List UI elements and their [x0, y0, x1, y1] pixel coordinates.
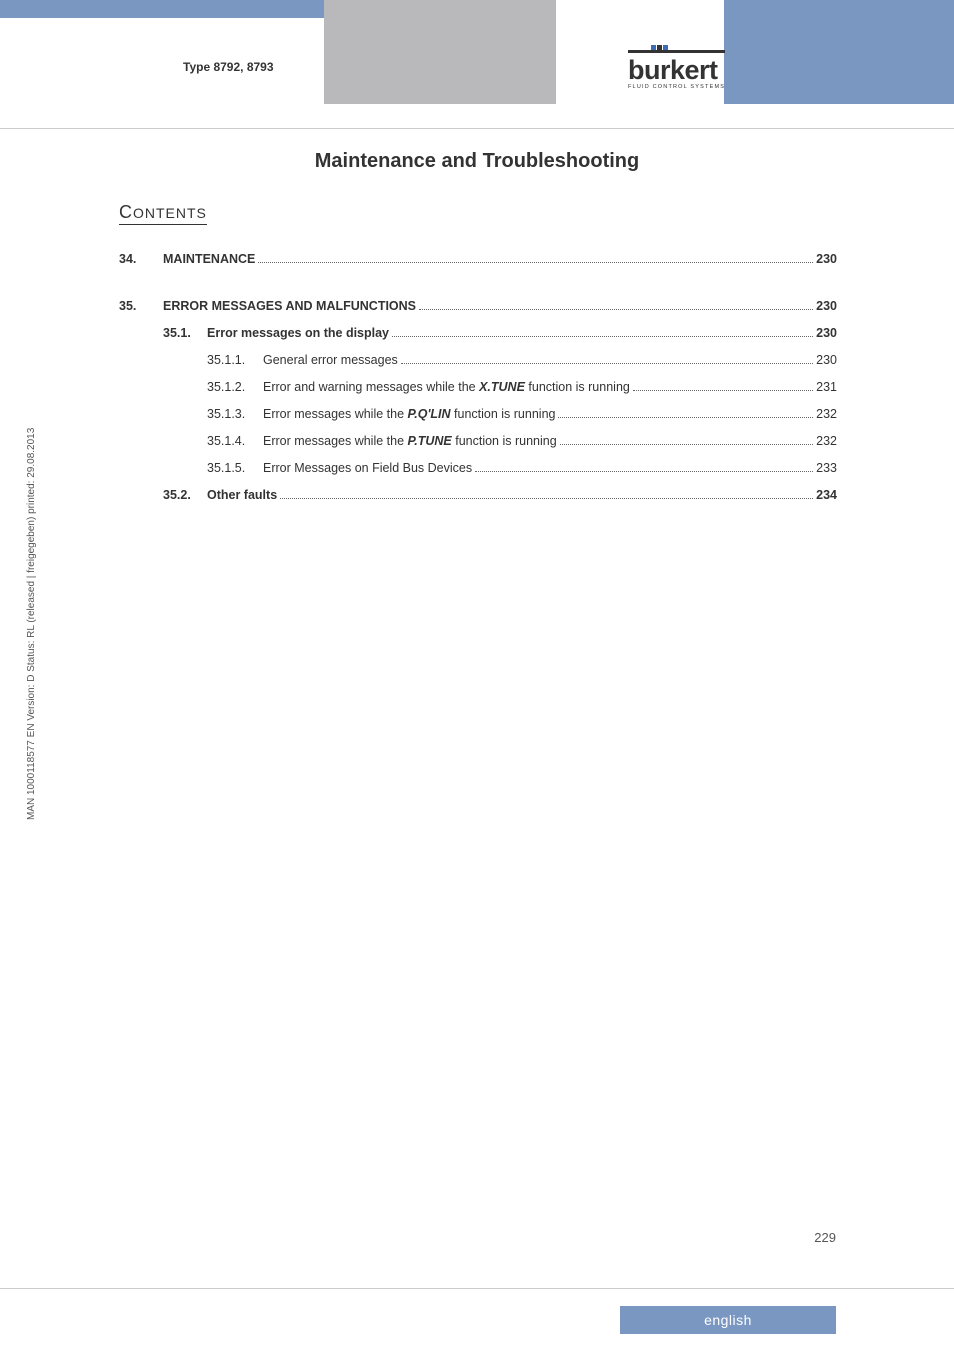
toc-dots — [280, 498, 813, 499]
toc-page: 232 — [816, 407, 837, 421]
contents-rest: ONTENTS — [133, 205, 207, 221]
toc-dots — [633, 390, 813, 391]
toc-number: 34. — [119, 252, 163, 266]
language-box: english — [620, 1306, 836, 1334]
toc-dots — [401, 363, 813, 364]
header-gray-block — [324, 0, 556, 104]
page-number: 229 — [814, 1230, 836, 1245]
toc-row[interactable]: 35.2.Other faults 234 — [119, 488, 837, 502]
side-metadata-text: MAN 1000118577 EN Version: D Status: RL … — [26, 428, 37, 820]
logo-squares-icon — [651, 45, 668, 50]
toc-row[interactable]: 35.1.3.Error messages while the P.Q'LIN … — [119, 407, 837, 421]
toc-func-name: X.TUNE — [479, 380, 525, 394]
header-blue-block — [724, 0, 954, 104]
toc-label: General error messages — [263, 353, 398, 367]
toc-func-name: P.Q'LIN — [408, 407, 451, 421]
toc-row[interactable]: 34.MAINTENANCE 230 — [119, 252, 837, 266]
logo-word: burkert — [628, 55, 718, 85]
divider-top — [0, 128, 954, 129]
contents-heading: CONTENTS — [119, 202, 207, 225]
toc-dots — [419, 309, 813, 310]
toc-row[interactable]: 35.ERROR MESSAGES AND MALFUNCTIONS 230 — [119, 299, 837, 313]
toc-row[interactable]: 35.1.2.Error and warning messages while … — [119, 380, 837, 394]
toc-number: 35.1.5. — [207, 461, 263, 475]
toc-number: 35.2. — [163, 488, 207, 502]
toc-row[interactable]: 35.1.5.Error Messages on Field Bus Devic… — [119, 461, 837, 475]
toc-page: 232 — [816, 434, 837, 448]
toc-label: Error messages while the P.Q'LIN functio… — [263, 407, 555, 421]
logo-text: burkert — [628, 55, 725, 86]
toc-page: 231 — [816, 380, 837, 394]
toc-label: MAINTENANCE — [163, 252, 255, 266]
toc-label: ERROR MESSAGES AND MALFUNCTIONS — [163, 299, 416, 313]
toc-page: 230 — [816, 326, 837, 340]
toc-number: 35.1.4. — [207, 434, 263, 448]
toc-dots — [258, 262, 813, 263]
toc-label: Other faults — [207, 488, 277, 502]
toc-dots — [560, 444, 813, 445]
language-text: english — [704, 1312, 752, 1328]
toc-label: Error and warning messages while the X.T… — [263, 380, 630, 394]
toc-row[interactable]: 35.1.1.General error messages 230 — [119, 353, 837, 367]
toc-number: 35.1.3. — [207, 407, 263, 421]
toc-page: 234 — [816, 488, 837, 502]
toc-label: Error Messages on Field Bus Devices — [263, 461, 472, 475]
toc-label: Error messages on the display — [207, 326, 389, 340]
toc-func-name: P.TUNE — [408, 434, 452, 448]
toc-dots — [475, 471, 813, 472]
burkert-logo: burkert FLUID CONTROL SYSTEMS — [628, 50, 725, 90]
divider-bottom — [0, 1288, 954, 1289]
toc-number: 35.1.1. — [207, 353, 263, 367]
page-title: Maintenance and Troubleshooting — [0, 150, 954, 173]
toc-page: 233 — [816, 461, 837, 475]
toc-dots — [558, 417, 813, 418]
type-label: Type 8792, 8793 — [183, 60, 274, 74]
toc-page: 230 — [816, 299, 837, 313]
toc-page: 230 — [816, 252, 837, 266]
contents-cap: C — [119, 202, 133, 222]
logo-bar — [628, 50, 725, 53]
toc-row[interactable]: 35.1.Error messages on the display 230 — [119, 326, 837, 340]
toc-number: 35. — [119, 299, 163, 313]
toc-page: 230 — [816, 353, 837, 367]
toc-number: 35.1. — [163, 326, 207, 340]
top-bar-left-blue — [0, 0, 324, 18]
toc-row[interactable]: 35.1.4.Error messages while the P.TUNE f… — [119, 434, 837, 448]
table-of-contents: 34.MAINTENANCE23035.ERROR MESSAGES AND M… — [119, 252, 837, 515]
toc-gap — [119, 279, 837, 299]
toc-number: 35.1.2. — [207, 380, 263, 394]
toc-dots — [392, 336, 813, 337]
toc-label: Error messages while the P.TUNE function… — [263, 434, 557, 448]
